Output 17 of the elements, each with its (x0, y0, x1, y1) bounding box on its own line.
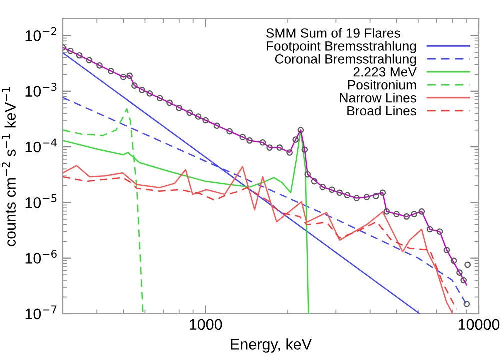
y-axis-title: counts cm$^{−2}$ s$^{−1}$ keV$^{−1}$ (2, 87, 16, 246)
legend-label: Positronium (348, 80, 416, 90)
y-tick-label: 10$^{−4}$ (26, 138, 57, 153)
x-axis-title: Energy, keV (231, 338, 312, 353)
legend-label: Coronal Bremsstrahlung (275, 54, 416, 66)
y-tick-label: 10$^{−6}$ (26, 250, 57, 264)
legend-label: Narrow Lines (340, 93, 417, 103)
legend-label: Broad Lines (348, 106, 417, 116)
legend-label: 2.223 MeV (354, 67, 417, 77)
y-tick-label: 10$^{−7}$ (26, 306, 57, 320)
y-tick-label: 10$^{−5}$ (26, 194, 57, 208)
x-tick-label: 10000 (458, 319, 500, 330)
legend-label: Footpoint Bremsstrahlung (267, 41, 416, 54)
y-tick-label: 10$^{−3}$ (26, 83, 57, 97)
y-tick-label: 10$^{−2}$ (26, 27, 57, 42)
legend-title: SMM Sum of 19 Flares (266, 28, 400, 38)
x-tick-label: 1000 (190, 319, 222, 330)
